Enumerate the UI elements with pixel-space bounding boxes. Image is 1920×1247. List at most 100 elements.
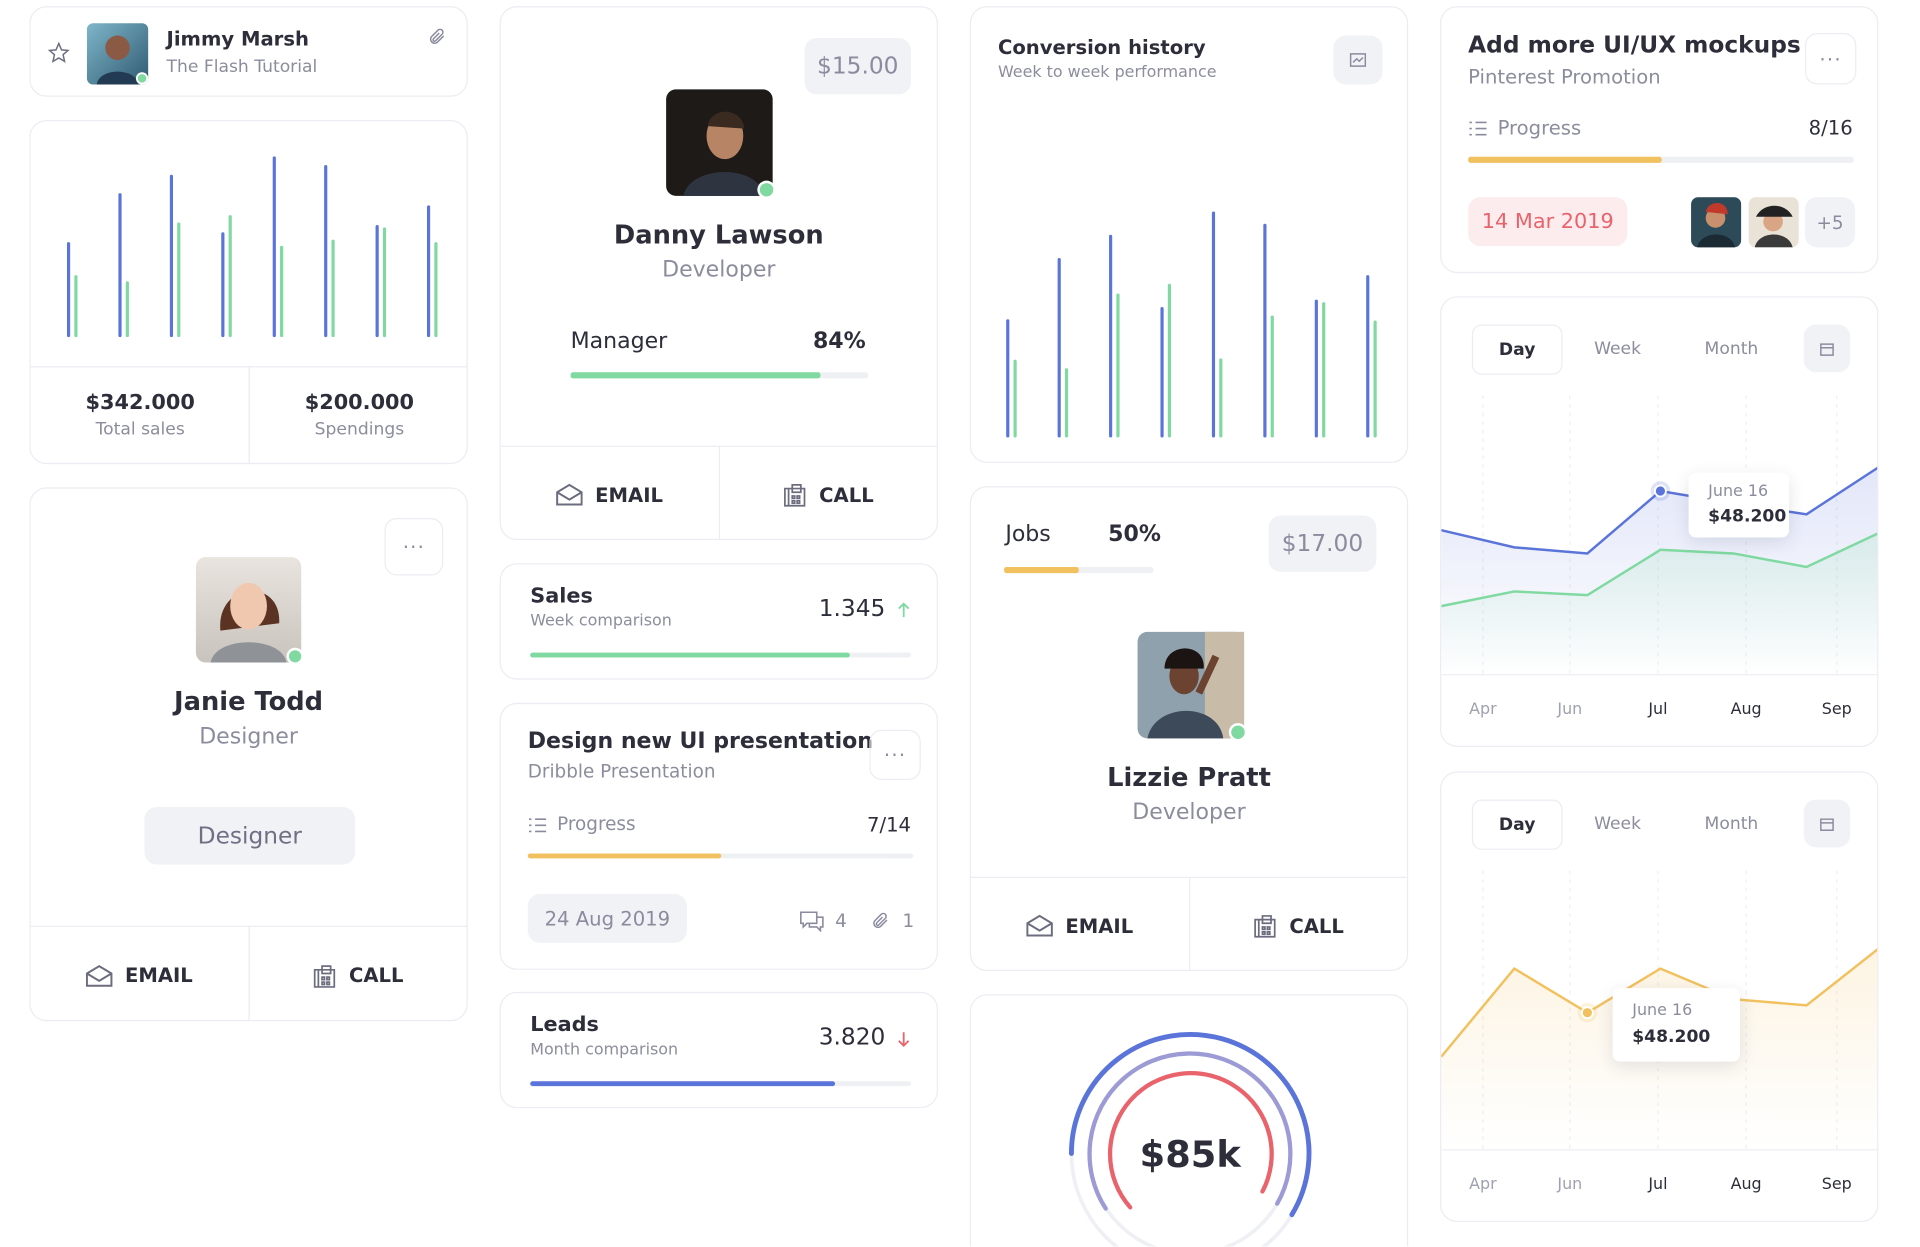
progress-track xyxy=(527,853,914,859)
price-tag: $17.00 xyxy=(1268,515,1377,572)
chart-icon xyxy=(1349,53,1367,67)
x-tick-label: Jun xyxy=(1556,699,1582,718)
marker xyxy=(1653,484,1667,498)
progress-count: 8/16 xyxy=(1808,116,1853,140)
line-chart-card: Apr Jun Jul Aug Sep Day Week Month June 16 $… xyxy=(1440,771,1879,1223)
more-members[interactable]: +5 xyxy=(1804,197,1856,248)
chart-button[interactable] xyxy=(1333,35,1383,85)
jobs-percent: 50% xyxy=(1108,521,1161,548)
icon-path xyxy=(210,642,287,663)
x-tick-label: Sep xyxy=(1822,1174,1852,1193)
tab[interactable]: Day xyxy=(1471,324,1563,375)
call-button[interactable]: CALL xyxy=(247,926,467,1021)
gauge-value: $85k xyxy=(1140,1133,1243,1176)
progress-track xyxy=(1004,566,1154,574)
avatar xyxy=(1691,197,1742,248)
progress-track xyxy=(1468,156,1854,163)
down-arrow xyxy=(898,1032,910,1048)
stat-subtitle: Month comparison xyxy=(530,1040,679,1060)
profile-card: $15.00 Danny Lawson Developer Manager 84… xyxy=(499,6,938,541)
role-button[interactable]: Designer xyxy=(144,806,356,865)
icon-path xyxy=(898,1032,910,1048)
x-tick-label: Jul xyxy=(1647,1174,1667,1193)
stat-value: 3.820 xyxy=(818,1023,886,1051)
icon-path xyxy=(800,911,824,932)
more-button[interactable]: ··· xyxy=(384,517,444,576)
more-button[interactable]: ··· xyxy=(869,729,921,781)
profile-card: ··· Janie Todd Designer Designer EMAIL C… xyxy=(29,487,468,1022)
call-label: CALL xyxy=(1289,914,1344,938)
icon-path xyxy=(1147,710,1224,739)
stat-value: 1.345 xyxy=(818,595,886,623)
list-icon xyxy=(528,818,547,833)
tooltip: June 16 $48.200 xyxy=(1688,472,1789,538)
icon-path xyxy=(898,602,910,618)
bar-chart xyxy=(66,156,438,338)
email-button[interactable]: EMAIL xyxy=(971,878,1188,970)
action-row: EMAIL CALL xyxy=(500,445,937,539)
call-label: CALL xyxy=(348,963,404,987)
element xyxy=(1763,211,1783,232)
icon-path xyxy=(556,483,583,506)
stat-title: Sales xyxy=(530,584,593,609)
tab[interactable]: Week xyxy=(1594,338,1642,359)
tab[interactable]: Month xyxy=(1704,813,1759,834)
profile-card: Jobs 50% $17.00 Lizzie Pratt Developer E… xyxy=(969,486,1409,972)
line xyxy=(1441,532,1878,608)
icon-path xyxy=(1469,121,1487,136)
progress-label: Progress xyxy=(1497,116,1582,140)
calendar-icon xyxy=(1820,817,1834,831)
task-subtitle: Dribble Presentation xyxy=(527,760,716,783)
avatar xyxy=(86,23,149,85)
comment-icon xyxy=(800,911,824,932)
email-button[interactable]: EMAIL xyxy=(501,447,718,539)
line-chart-card: Apr Jun Jul Aug Sep Day Week Month June 16 $… xyxy=(1440,296,1879,747)
person-role: Designer xyxy=(199,723,298,750)
more-button[interactable]: ··· xyxy=(1804,33,1857,85)
icon-path xyxy=(707,111,745,129)
sales-chart-card: $342.000 Total sales $200.000 Spendings xyxy=(29,120,468,465)
chart-title: Conversion history xyxy=(997,35,1206,59)
calendar-button[interactable] xyxy=(1803,799,1851,848)
stat-label: Spendings xyxy=(314,420,405,440)
attach-icon[interactable] xyxy=(427,27,447,47)
progress-fill xyxy=(1468,156,1662,163)
task-card: Add more UI/UX mockups Pinterest Promoti… xyxy=(1440,6,1879,274)
profile-subtitle: The Flash Tutorial xyxy=(166,57,318,78)
email-icon xyxy=(1026,914,1053,937)
task-title: Add more UI/UX mockups xyxy=(1468,31,1801,59)
element xyxy=(105,35,130,61)
profile-name: Jimmy Marsh xyxy=(166,26,309,51)
email-icon xyxy=(556,483,583,506)
icon-path xyxy=(1820,817,1834,831)
tab[interactable]: Week xyxy=(1594,813,1642,834)
email-label: EMAIL xyxy=(1065,914,1134,938)
email-button[interactable]: EMAIL xyxy=(31,927,248,1020)
area xyxy=(1441,533,1878,675)
tab[interactable]: Month xyxy=(1704,338,1759,359)
icon-path xyxy=(1254,915,1276,938)
x-tick-label: Apr xyxy=(1469,699,1497,718)
call-label: CALL xyxy=(819,483,874,507)
avatar xyxy=(1137,631,1248,742)
call-button[interactable]: CALL xyxy=(1188,877,1407,970)
call-icon xyxy=(1254,915,1276,938)
icon-path xyxy=(313,964,336,988)
avatar xyxy=(195,557,304,665)
icon-path xyxy=(86,964,113,987)
skill-label: Manager xyxy=(570,328,668,354)
comment-count: 4 xyxy=(835,909,847,932)
tab[interactable]: Day xyxy=(1471,799,1563,850)
x-tick-label: Jun xyxy=(1556,1174,1582,1193)
gauge: $85k xyxy=(1068,1032,1312,1247)
calendar-button[interactable] xyxy=(1803,324,1851,373)
call-button[interactable]: CALL xyxy=(718,446,937,539)
call-icon xyxy=(313,964,336,988)
icon-path xyxy=(784,484,806,507)
element xyxy=(288,650,302,663)
star-icon[interactable] xyxy=(47,41,70,64)
skill-percent: 84% xyxy=(812,328,866,354)
element xyxy=(759,183,774,197)
task-card: Design new UI presentation Dribble Prese… xyxy=(499,702,938,970)
